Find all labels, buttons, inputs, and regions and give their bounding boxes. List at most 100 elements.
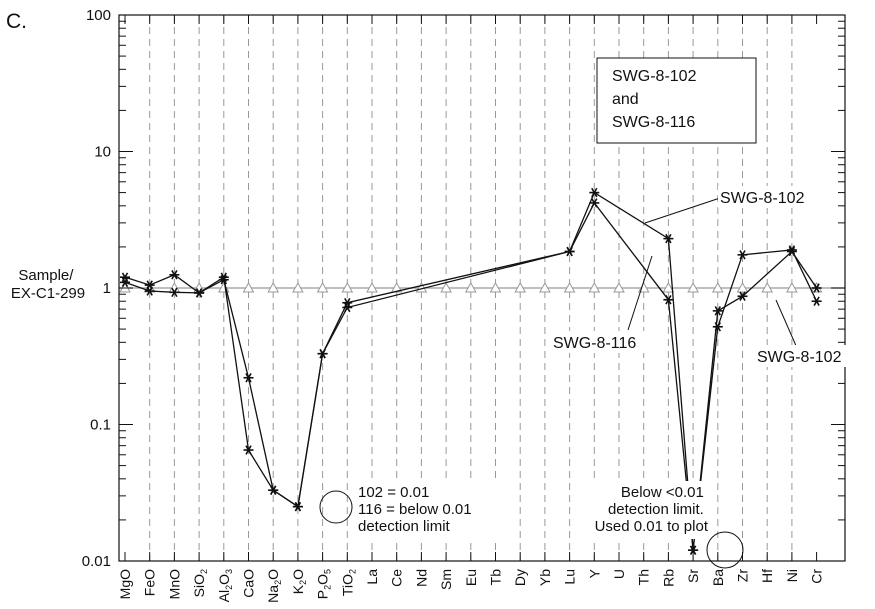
k2o-note-line-1: 102 = 0.01 xyxy=(358,484,429,501)
reference-point xyxy=(736,281,749,293)
x-tick-label: Nd xyxy=(413,569,429,587)
y-tick-labels: 0.01 0.1 1 10 100 xyxy=(82,7,111,570)
svg-text:102 = 0.01 116 = below 0: 102 = 0.01 116 = below 0.01 detection li… xyxy=(358,484,476,535)
legend-line-2: and xyxy=(612,91,639,108)
reference-point xyxy=(390,281,403,293)
series-2-point xyxy=(218,274,229,285)
k2o-note-line-3: detection limit xyxy=(358,518,451,535)
x-tick-label: CaO xyxy=(241,569,257,598)
x-tick-label: Rb xyxy=(660,569,676,587)
x-tick-label: SiO2 xyxy=(191,569,209,597)
series-1-point xyxy=(120,272,130,282)
series-line-1 xyxy=(124,191,818,551)
series-2-point xyxy=(712,306,723,316)
reference-point xyxy=(563,281,576,293)
x-tick-label: K2O xyxy=(290,569,308,594)
y-axis-label: Sample/ EX-C1-299 xyxy=(11,267,85,302)
reference-point xyxy=(489,281,502,293)
x-tick-label: Sr xyxy=(685,569,701,583)
reference-point xyxy=(687,281,699,293)
svg-text:SWG-8-102 and SWG-: SWG-8-102 and SWG-8-116 xyxy=(612,68,701,131)
x-tick-label: Na2O xyxy=(265,569,283,603)
x-tick-label: FeO xyxy=(142,569,158,596)
series-2-point xyxy=(564,246,575,257)
series-2-point xyxy=(688,545,699,555)
series-2-point xyxy=(120,277,130,288)
series-2-point xyxy=(589,198,600,208)
x-tick-label: Ce xyxy=(389,569,405,587)
series-2-point xyxy=(243,373,254,383)
annotations: SWG-8-102 SWG-8-116 SWG-8-102 102 = 0.01… xyxy=(319,186,869,569)
x-tick-label: Zr xyxy=(735,569,751,583)
x-tick-label: La xyxy=(364,569,380,585)
reference-point xyxy=(316,281,329,293)
sr-note-line-3: Used 0.01 to plot xyxy=(595,518,709,535)
y-axis-label-line-1: Sample/ xyxy=(18,267,74,284)
x-tick-label: Dy xyxy=(512,569,528,586)
series-1-point xyxy=(712,322,723,332)
sr-note-line-2: detection limit. xyxy=(608,501,704,518)
reference-point xyxy=(366,281,378,293)
plot-frame xyxy=(118,14,846,562)
series-2-point xyxy=(317,348,328,359)
svg-text:Below <0.01 detection li: Below <0.01 detection limit. Used 0.01 t… xyxy=(595,484,709,535)
x-tick-label: Cr xyxy=(809,569,825,584)
reference-point xyxy=(464,281,477,293)
series-1-point xyxy=(243,445,254,455)
sr-note-line-1: Below <0.01 xyxy=(621,484,704,501)
series-1-point xyxy=(737,250,748,260)
reference-point xyxy=(539,281,551,293)
annotation-swg-8-102-upper: SWG-8-102 xyxy=(720,190,805,207)
x-tick-label: Sm xyxy=(438,569,454,590)
sr-circle xyxy=(706,531,744,569)
legend-box: SWG-8-102 and SWG-8-116 xyxy=(596,57,757,144)
reference-point xyxy=(786,281,798,293)
x-tick-label: Hf xyxy=(759,569,775,583)
series-1-point xyxy=(811,296,822,306)
k2o-circle xyxy=(319,490,353,524)
x-tick-label: U xyxy=(611,569,627,579)
reference-point xyxy=(761,281,774,293)
series-2-point xyxy=(169,287,180,298)
x-tick-label: Ba xyxy=(710,569,726,586)
reference-point xyxy=(711,281,724,293)
series-2-point xyxy=(194,288,205,298)
legend-line-3: SWG-8-116 xyxy=(612,114,695,131)
x-tick-label: P2O5 xyxy=(315,569,333,599)
panel-label: C. xyxy=(6,10,27,33)
x-tick-label: Al2O3 xyxy=(216,569,234,602)
reference-point xyxy=(267,281,280,293)
series-2-point xyxy=(292,501,303,512)
y-tick-label: 10 xyxy=(94,144,111,161)
series-2-point xyxy=(737,291,748,301)
x-tick-label: Ni xyxy=(784,569,800,582)
y-tick-label: 1 xyxy=(103,280,111,297)
x-tick-label: MgO xyxy=(117,569,133,599)
x-tick-label: Tb xyxy=(488,569,504,586)
legend-line-1: SWG-8-102 xyxy=(612,68,697,85)
series-2-point xyxy=(811,283,822,293)
reference-point xyxy=(292,281,304,293)
reference-line xyxy=(119,281,845,293)
reference-point xyxy=(440,281,452,293)
k2o-note-line-2: 116 = below 0.01 xyxy=(358,501,472,518)
series-1-point xyxy=(169,270,180,280)
y-tick-label: 0.1 xyxy=(90,417,111,434)
x-tick-label: Y xyxy=(586,568,602,578)
gridlines xyxy=(149,15,793,561)
y-tick-label: 0.01 xyxy=(82,553,111,570)
annotation-swg-8-102-lower: SWG-8-102 xyxy=(757,349,842,366)
reference-point xyxy=(588,281,601,293)
x-tick-label: Lu xyxy=(562,569,578,585)
x-tick-labels: MgO FeO MnO SiO2 Al2O3 CaO Na2O K2O P2O5 TiO2 La Ce… xyxy=(117,568,825,602)
series-layer xyxy=(120,187,822,555)
reference-point xyxy=(613,281,625,293)
y-tick-label: 100 xyxy=(86,7,111,24)
reference-point xyxy=(514,281,527,293)
y-axis-label-line-2: EX-C1-299 xyxy=(11,285,85,302)
reference-point xyxy=(662,281,675,293)
series-2-point xyxy=(268,485,279,495)
reference-point xyxy=(341,281,354,293)
x-tick-label: Yb xyxy=(537,569,553,586)
